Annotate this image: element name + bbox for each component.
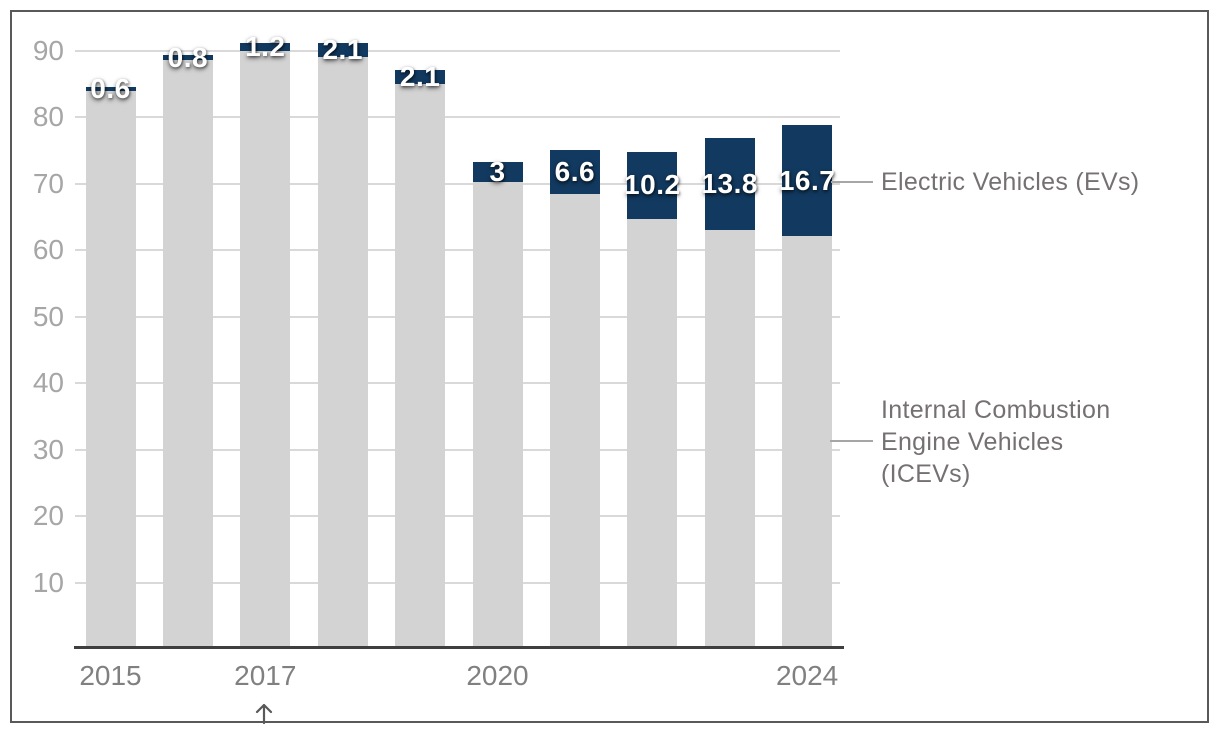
- ev-bar-segment: [240, 43, 291, 52]
- y-axis-tick-label: 70: [32, 167, 64, 199]
- icev-callout-line: [830, 440, 873, 442]
- ev-bar-segment: [704, 138, 755, 231]
- ev-value-label: 2.1: [322, 34, 363, 66]
- icev-bar-segment: [472, 182, 523, 648]
- ev-value-label: 16.7: [778, 164, 836, 196]
- ev-bar-segment: [627, 151, 678, 220]
- gridline: [75, 382, 840, 384]
- gridline: [75, 315, 840, 318]
- x-axis-year-label: 2020: [466, 660, 529, 691]
- ev-value-label: 2.1: [399, 60, 441, 92]
- ev-bar-segment: [85, 87, 136, 92]
- x-axis-year-label: 2024: [775, 660, 839, 691]
- y-axis-tick-label: 50: [32, 300, 64, 332]
- x-axis-line: [74, 646, 844, 649]
- icev-bar-segment: [85, 91, 136, 648]
- ev-value-label: 1.2: [245, 31, 286, 63]
- y-axis-tick-label: 10: [32, 566, 64, 598]
- icev-bar-segment: [162, 60, 213, 648]
- legend-label-icev-line2: Engine Vehicles: [881, 428, 1064, 456]
- ev-bar-segment: [317, 43, 368, 58]
- y-axis-tick-label: 90: [32, 34, 64, 66]
- ev-callout-line: [831, 181, 873, 183]
- icev-bar-segment: [317, 57, 368, 648]
- ev-bar-segment: [395, 69, 446, 84]
- ev-value-label: 0.8: [167, 41, 209, 73]
- y-axis-tick-label: 20: [32, 500, 64, 531]
- up-arrow-pointer-icon: [255, 703, 273, 724]
- legend-label-ev: Electric Vehicles (EVs): [881, 168, 1140, 196]
- legend-label-icev-line1: Internal Combustion: [881, 396, 1111, 424]
- ev-value-label: 10.2: [624, 169, 681, 201]
- gridline: [75, 49, 840, 52]
- legend-label-icev: Internal Combustion Engine Vehicles (ICE…: [881, 394, 1110, 490]
- gridline: [75, 182, 840, 185]
- gridline: [75, 448, 840, 451]
- y-axis-tick-label: 60: [32, 234, 64, 265]
- icev-bar-segment: [549, 194, 600, 648]
- y-axis-tick-label: 80: [32, 101, 64, 132]
- ev-value-label: 0.6: [90, 73, 131, 105]
- x-axis-year-label: 2015: [79, 660, 142, 691]
- y-axis-tick-label: 40: [32, 367, 64, 398]
- gridline: [75, 515, 840, 517]
- ev-bar-segment: [162, 55, 213, 61]
- gridline: [75, 116, 840, 118]
- y-axis-tick-label: 30: [32, 433, 64, 465]
- icev-bar-segment: [627, 219, 678, 648]
- icev-bar-segment: [782, 236, 833, 648]
- icev-bar-segment: [704, 230, 755, 648]
- gridline: [75, 249, 840, 251]
- ev-bar-segment: [472, 162, 523, 183]
- ev-bar-segment: [549, 150, 600, 195]
- x-axis-year-label: 2017: [234, 660, 297, 691]
- ev-bar-segment: [782, 124, 833, 237]
- ev-value-label: 6.6: [554, 156, 596, 188]
- gridline: [75, 581, 840, 584]
- ev-value-label: 13.8: [701, 168, 758, 200]
- ev-value-label: 3: [489, 156, 506, 188]
- icev-bar-segment: [240, 51, 291, 648]
- legend-label-icev-line3: (ICEVs): [881, 460, 971, 488]
- icev-bar-segment: [395, 83, 446, 648]
